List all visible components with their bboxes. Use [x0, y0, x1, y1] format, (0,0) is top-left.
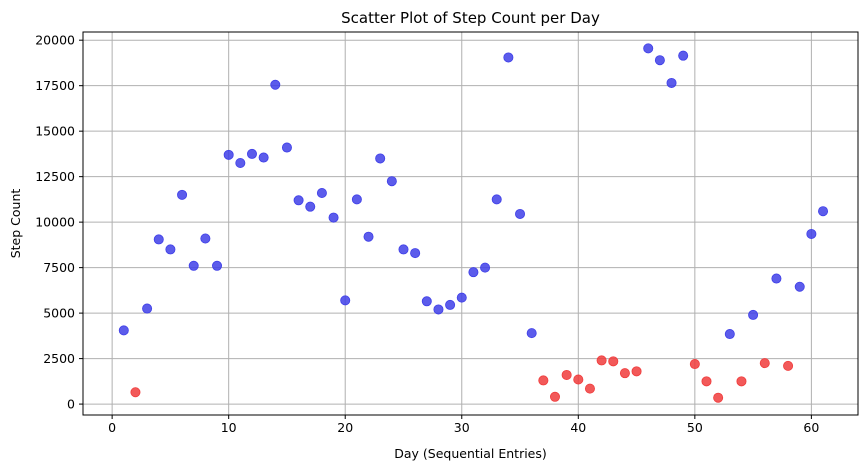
scatter-point	[246, 148, 257, 159]
scatter-point	[188, 260, 199, 271]
scatter-point	[619, 368, 630, 379]
axis-ticks: 0 10 20 30 40 50 60 0 2500 5000 7500 10000 12500 1500…	[35, 33, 819, 435]
y-axis-label: Step Count	[8, 189, 23, 259]
scatter-point	[375, 153, 386, 164]
scatter-point	[491, 194, 502, 205]
scatter-point	[678, 50, 689, 61]
scatter-point	[794, 281, 805, 292]
x-tick-label: 0	[108, 420, 116, 435]
scatter-point	[748, 309, 759, 320]
scatter-point	[398, 244, 409, 255]
scatter-point	[258, 152, 269, 163]
scatter-point	[223, 149, 234, 160]
y-tick-label: 20000	[35, 33, 75, 48]
scatter-point	[818, 206, 829, 217]
scatter-point	[118, 325, 129, 336]
scatter-point	[293, 195, 304, 206]
y-tick-label: 2500	[43, 351, 75, 366]
scatter-point	[153, 234, 164, 245]
scatter-point	[270, 79, 281, 90]
data-points	[118, 43, 829, 403]
y-tick-label: 15000	[35, 124, 75, 139]
scatter-point	[515, 208, 526, 219]
scatter-point	[596, 355, 607, 366]
x-tick-label: 60	[803, 420, 819, 435]
scatter-point	[316, 188, 327, 199]
scatter-point	[643, 43, 654, 54]
scatter-point	[340, 295, 351, 306]
plot-frame	[82, 31, 859, 416]
scatter-point	[305, 201, 316, 212]
scatter-point	[200, 233, 211, 244]
x-axis-label: Day (Sequential Entries)	[394, 446, 547, 461]
scatter-point	[142, 303, 153, 314]
y-tick-label: 0	[67, 397, 75, 412]
scatter-point	[771, 273, 782, 284]
scatter-point	[526, 328, 537, 339]
scatter-point	[584, 383, 595, 394]
scatter-point	[130, 387, 141, 398]
y-tick-label: 7500	[43, 260, 75, 275]
scatter-point	[328, 212, 339, 223]
scatter-point	[433, 304, 444, 315]
scatter-point	[549, 391, 560, 402]
scatter-point	[281, 142, 292, 153]
scatter-point	[701, 376, 712, 387]
scatter-point	[503, 52, 514, 63]
scatter-point	[654, 55, 665, 66]
x-tick-label: 20	[337, 420, 353, 435]
scatter-point	[783, 360, 794, 371]
scatter-point	[386, 176, 397, 187]
y-tick-label: 10000	[35, 215, 75, 230]
x-tick-label: 40	[570, 420, 586, 435]
scatter-point	[689, 359, 700, 370]
scatter-point	[713, 392, 724, 403]
scatter-point	[165, 244, 176, 255]
scatter-point	[573, 374, 584, 385]
scatter-point	[608, 356, 619, 367]
scatter-point	[759, 358, 770, 369]
scatter-point	[538, 375, 549, 386]
scatter-point	[421, 296, 432, 307]
y-tick-label: 5000	[43, 306, 75, 321]
scatter-point	[410, 248, 421, 259]
scatter-point	[212, 260, 223, 271]
scatter-point	[736, 376, 747, 387]
x-tick-label: 10	[221, 420, 237, 435]
scatter-point	[468, 267, 479, 278]
x-tick-label: 50	[687, 420, 703, 435]
y-tick-label: 17500	[35, 78, 75, 93]
chart-title: Scatter Plot of Step Count per Day	[341, 9, 600, 27]
scatter-point	[480, 262, 491, 273]
scatter-point	[445, 299, 456, 310]
x-tick-label: 30	[454, 420, 470, 435]
scatter-point	[351, 194, 362, 205]
scatter-point	[806, 228, 817, 239]
scatter-point	[561, 369, 572, 380]
grid-lines	[83, 32, 858, 415]
scatter-point	[363, 231, 374, 242]
scatter-point	[631, 366, 642, 377]
scatter-point	[456, 292, 467, 303]
scatter-point	[177, 189, 188, 200]
scatter-point	[724, 329, 735, 340]
y-tick-label: 12500	[35, 169, 75, 184]
scatter-point	[235, 158, 246, 169]
scatter-point	[666, 77, 677, 88]
